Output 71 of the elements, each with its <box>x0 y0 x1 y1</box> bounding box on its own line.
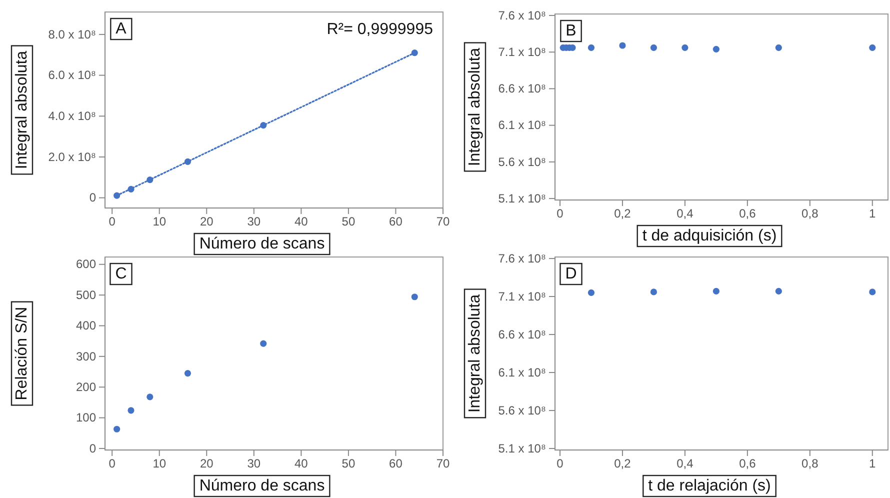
x-tick-label: 40 <box>294 456 308 471</box>
y-tick-label: 500 <box>76 288 96 302</box>
y-tick-label: 5.1 x 10⁸ <box>498 441 546 456</box>
x-axis-title: t de relajación (s) <box>648 478 771 494</box>
y-tick-label: 100 <box>76 410 96 425</box>
y-tick-label: 6.6 x 10⁸ <box>498 82 546 96</box>
y-tick-label: 2.0 x 10⁸ <box>48 150 96 164</box>
y-tick-label: 6.1 x 10⁸ <box>498 365 546 380</box>
x-tick-label: 0,8 <box>802 456 819 471</box>
y-tick-label: 200 <box>76 380 96 394</box>
y-tick-label: 7.6 x 10⁸ <box>498 251 546 266</box>
x-axis-title: Número de scans <box>199 478 325 494</box>
x-tick-label: 0 <box>108 456 116 471</box>
x-tick-label: 20 <box>200 456 214 471</box>
y-tick-label: 4.0 x 10⁸ <box>48 108 96 123</box>
y-tick-label: 8.0 x 10⁸ <box>48 27 96 42</box>
x-tick-label: 0,4 <box>676 206 694 221</box>
y-axis-title: Relación S/N <box>14 306 30 400</box>
y-tick-label: 5.6 x 10⁸ <box>498 403 546 418</box>
x-tick-label: 0,2 <box>614 206 632 221</box>
x-axis-title: t de adquisición (s) <box>642 228 777 244</box>
text: A <box>116 20 127 38</box>
point <box>184 370 192 377</box>
point <box>114 426 120 432</box>
y-axis-title: Integral absoluta <box>14 50 30 170</box>
point <box>146 394 154 400</box>
y-tick-label: 600 <box>76 257 96 272</box>
x-tick-label: 30 <box>247 456 261 471</box>
x-tick-label: 0,4 <box>676 456 694 471</box>
x-tick-label: 0 <box>108 214 116 229</box>
y-axis-title: Integral absoluta <box>466 294 484 413</box>
x-tick-label: 50 <box>342 214 356 229</box>
point <box>128 407 134 414</box>
y-tick-label: 0 <box>89 190 96 205</box>
y-tick-label: 7.1 x 10⁸ <box>498 289 546 304</box>
y-tick-label: 400 <box>76 318 96 333</box>
point <box>260 340 267 347</box>
annotation: R²= 0,9999995 <box>326 21 434 38</box>
y-tick-label: 5.6 x 10⁸ <box>498 154 546 169</box>
text: B <box>566 22 576 40</box>
y-tick-label: 7.1 x 10⁸ <box>498 44 546 59</box>
x-tick-label: 0,8 <box>802 206 819 221</box>
x-tick-label: 0 <box>556 456 564 471</box>
text: D <box>565 266 577 282</box>
x-axis-title: Número de scans <box>199 236 325 252</box>
x-tick-label: 0 <box>556 206 564 221</box>
x-tick-label: 70 <box>436 214 450 229</box>
x-tick-label: 0,6 <box>739 456 756 471</box>
x-tick-label: 30 <box>247 214 261 229</box>
y-tick-label: 300 <box>76 349 96 364</box>
y-tick-label: 6.0 x 10⁸ <box>48 68 96 82</box>
text: C <box>115 266 127 282</box>
x-tick-label: 70 <box>436 456 450 471</box>
y-tick-label: 0 <box>89 441 96 456</box>
y-tick-label: 5.1 x 10⁸ <box>498 191 546 206</box>
x-tick-label: 1 <box>869 206 876 221</box>
y-tick-label: 6.6 x 10⁸ <box>498 327 546 342</box>
x-tick-label: 60 <box>389 456 403 471</box>
x-tick-label: 1 <box>869 456 876 471</box>
y-axis-title: Integral absoluta <box>466 48 484 166</box>
y-tick-label: 6.1 x 10⁸ <box>498 118 546 132</box>
x-tick-label: 0,2 <box>614 456 632 471</box>
y-tick-label: 7.6 x 10⁸ <box>498 8 546 22</box>
point <box>411 294 418 300</box>
x-tick-label: 50 <box>342 456 356 471</box>
x-tick-label: 40 <box>294 214 308 229</box>
x-tick-label: 10 <box>152 456 166 471</box>
x-tick-label: 0,6 <box>739 206 756 221</box>
x-tick-label: 20 <box>200 214 214 229</box>
x-tick-label: 60 <box>389 214 403 229</box>
x-tick-label: 10 <box>152 214 166 229</box>
